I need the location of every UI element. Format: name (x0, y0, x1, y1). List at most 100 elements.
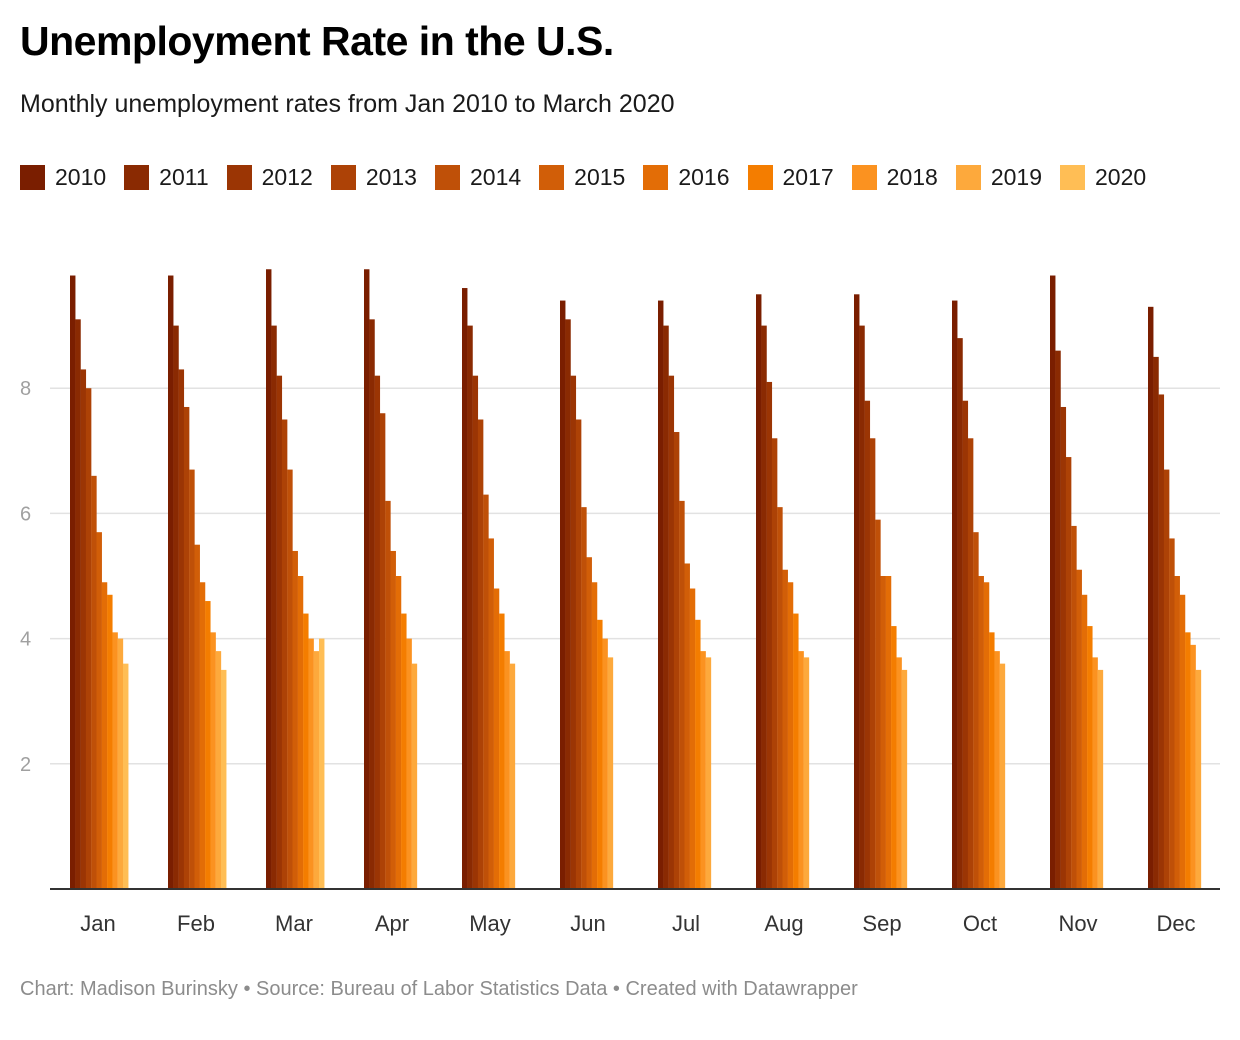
bar-aug-2015 (782, 569, 788, 889)
bar-aug-2017 (793, 613, 799, 889)
bar-jul-2010 (658, 300, 664, 889)
legend-swatch (539, 165, 565, 190)
bar-mar-2017 (303, 613, 309, 889)
legend-item-2020: 2020 (1060, 164, 1146, 191)
bar-dec-2017 (1185, 632, 1191, 889)
legend-swatch (226, 165, 252, 190)
legend-label: 2013 (365, 164, 417, 190)
x-tick-label: Oct (963, 911, 997, 936)
bar-oct-2014 (973, 532, 979, 889)
bar-sep-2014 (875, 519, 881, 889)
x-tick-label: Jul (672, 911, 700, 936)
bar-jan-2020 (123, 663, 129, 889)
bar-apr-2019 (411, 663, 418, 889)
bar-mar-2018 (308, 638, 314, 889)
legend-swatch (747, 165, 773, 190)
legend-item-2018: 2018 (851, 164, 938, 191)
bar-jul-2019 (705, 657, 712, 889)
bar-dec-2012 (1158, 394, 1165, 889)
bar-may-2010 (462, 288, 468, 889)
legend-swatch (434, 165, 460, 190)
bar-sep-2016 (885, 576, 892, 889)
bar-feb-2010 (168, 275, 174, 889)
bar-sep-2012 (864, 400, 871, 889)
bar-feb-2015 (194, 544, 200, 889)
bar-jan-2013 (85, 388, 92, 889)
legend-item-2016: 2016 (643, 164, 730, 191)
legend-label: 2012 (261, 164, 313, 190)
x-tick-label: Nov (1058, 911, 1097, 936)
legend-label: 2017 (782, 164, 834, 190)
bar-oct-2012 (962, 400, 969, 889)
bar-dec-2016 (1179, 594, 1186, 889)
bar-jan-2017 (107, 594, 113, 889)
legend-swatch (643, 165, 669, 190)
bar-dec-2013 (1163, 469, 1170, 889)
bar-may-2018 (504, 651, 510, 889)
bar-oct-2016 (983, 582, 990, 889)
bar-jul-2016 (689, 588, 696, 889)
bar-mar-2012 (276, 375, 283, 889)
bar-feb-2020 (221, 669, 227, 889)
bar-mar-2020 (319, 638, 325, 889)
x-tick-label: Mar (275, 911, 313, 936)
bar-oct-2017 (989, 632, 995, 889)
bar-aug-2010 (756, 294, 762, 889)
bar-may-2012 (472, 375, 479, 889)
bar-chart: 2 4 6 8 Jan Feb Mar Apr May Jun Jul Aug Sep Oct Nov Dec (20, 269, 1220, 936)
bar-sep-2019 (901, 669, 908, 889)
bar-sep-2011 (859, 325, 865, 890)
legend-item-2012: 2012 (226, 164, 313, 191)
bar-feb-2018 (210, 632, 216, 889)
bar-may-2016 (493, 588, 500, 889)
bar-mar-2010 (266, 269, 272, 889)
bar-jun-2010 (560, 300, 566, 889)
bar-jun-2018 (602, 638, 608, 889)
chart-legend: 2010 2011 2012 2013 2014 2015 2016 2017 2018 2019… (20, 164, 1164, 191)
bar-jul-2018 (700, 651, 706, 889)
bar-feb-2011 (173, 325, 179, 890)
bar-may-2013 (477, 419, 484, 889)
bar-mar-2013 (281, 419, 288, 889)
bar-jun-2011 (565, 319, 571, 890)
bar-aug-2012 (766, 381, 773, 889)
legend-item-2011: 2011 (124, 164, 209, 191)
bar-mar-2011 (271, 325, 277, 890)
bar-oct-2013 (967, 438, 974, 889)
bar-apr-2017 (401, 613, 407, 889)
footer-separator: • (612, 978, 620, 1000)
bar-feb-2014 (189, 469, 195, 889)
bar-nov-2010 (1050, 275, 1056, 889)
bar-feb-2019 (215, 651, 222, 889)
bar-mar-2016 (297, 576, 304, 889)
legend-label: 2019 (990, 164, 1043, 190)
bar-jan-2015 (96, 532, 102, 889)
bar-apr-2016 (395, 576, 402, 889)
legend-swatch (124, 165, 150, 190)
bar-jul-2014 (679, 500, 685, 889)
bar-may-2011 (467, 325, 473, 890)
bar-feb-2012 (178, 369, 185, 889)
bar-feb-2013 (183, 406, 190, 889)
legend-label: 2011 (159, 164, 209, 190)
x-tick-label: Jan (80, 911, 115, 936)
legend-swatch (330, 165, 356, 190)
bar-mar-2015 (292, 550, 298, 889)
bar-apr-2018 (406, 638, 412, 889)
bar-jan-2014 (91, 475, 97, 889)
legend-swatch (1060, 165, 1086, 190)
bar-mar-2019 (313, 651, 320, 889)
legend-item-2015: 2015 (539, 164, 625, 191)
legend-label: 2014 (469, 164, 522, 190)
bar-jul-2011 (663, 325, 669, 890)
bar-nov-2015 (1076, 569, 1082, 889)
bar-may-2019 (509, 663, 516, 889)
bar-jun-2012 (570, 375, 577, 889)
bar-oct-2011 (957, 338, 963, 889)
bar-dec-2014 (1169, 538, 1175, 889)
bar-jun-2019 (607, 657, 614, 889)
bar-jan-2010 (70, 275, 76, 889)
bar-jul-2015 (684, 563, 690, 889)
bar-oct-2019 (999, 663, 1006, 889)
bar-sep-2018 (896, 657, 902, 889)
